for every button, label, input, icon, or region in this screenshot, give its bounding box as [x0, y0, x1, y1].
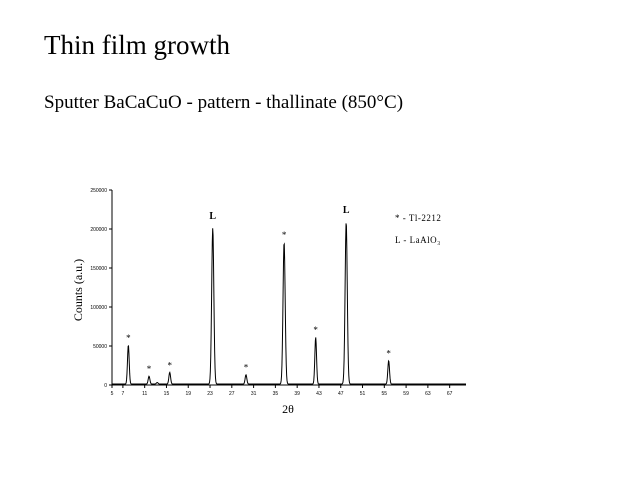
y-tick-label: 0 — [104, 383, 107, 389]
x-tick-label: 19 — [185, 391, 191, 397]
slide-title: Thin film growth — [44, 30, 230, 60]
x-tick-label: 67 — [447, 391, 453, 397]
x-tick-label: 39 — [294, 391, 300, 397]
diffraction-pattern-line — [112, 223, 466, 385]
x-tick-label: 51 — [360, 391, 366, 397]
legend-entry-tl2212: * - Tl-2212 — [395, 213, 441, 223]
x-tick-label: 5 — [111, 391, 114, 397]
slide-subtitle: Sputter BaCaCuO - pattern - thallinate (… — [44, 92, 404, 113]
y-tick-label: 100000 — [90, 305, 107, 311]
x-axis-label: 2θ — [282, 402, 294, 416]
y-tick-label: 200000 — [90, 227, 107, 233]
peak-label-tl2212: * — [167, 360, 172, 370]
x-tick-label: 47 — [338, 391, 344, 397]
x-tick-label: 27 — [229, 391, 235, 397]
x-tick-label: 11 — [142, 391, 147, 397]
peak-label-laalo3: L — [343, 205, 350, 216]
x-tick-label: 43 — [316, 391, 322, 397]
peak-label-tl2212: * — [244, 363, 249, 373]
x-tick-label: 35 — [273, 391, 279, 397]
x-tick-label: 31 — [251, 391, 257, 397]
peak-label-tl2212: * — [126, 333, 131, 343]
x-tick-label: 23 — [207, 391, 213, 397]
x-tick-label: 59 — [403, 391, 409, 397]
x-axis-ticks: 5 7 11 15 19 23 27 31 35 39 43 47 51 55 59 63 67 — [111, 385, 453, 397]
peak-label-laalo3: L — [209, 211, 216, 222]
y-axis-label: Counts (a.u.) — [71, 259, 85, 321]
y-axis-ticks: 0 50000 100000 150000 200000 250000 — [90, 188, 112, 389]
y-tick-label: 150000 — [90, 266, 107, 272]
peak-markers: * * * L * * * L * — [126, 205, 391, 374]
x-tick-label: 63 — [425, 391, 431, 397]
x-tick-label: 7 — [122, 391, 125, 397]
x-tick-label: 15 — [164, 391, 170, 397]
peak-label-tl2212: * — [313, 325, 318, 335]
legend-entry-laalo3: L - LaAlO₃ — [395, 235, 441, 245]
x-tick-label: 55 — [382, 391, 388, 397]
y-tick-label: 250000 — [90, 188, 107, 194]
peak-label-tl2212: * — [282, 230, 287, 240]
peak-label-tl2212: * — [147, 364, 152, 374]
peak-label-tl2212: * — [386, 349, 391, 359]
y-tick-label: 50000 — [93, 344, 107, 350]
